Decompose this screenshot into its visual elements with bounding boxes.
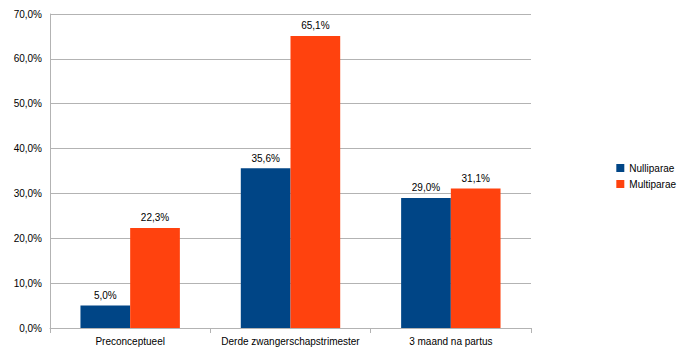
svg-text:31,1%: 31,1% <box>462 173 490 184</box>
svg-text:0,0%: 0,0% <box>19 323 42 334</box>
svg-text:29,0%: 29,0% <box>412 182 440 193</box>
svg-text:60,0%: 60,0% <box>14 53 42 64</box>
svg-text:Multiparae: Multiparae <box>629 179 676 190</box>
svg-text:5,0%: 5,0% <box>94 290 117 301</box>
svg-text:Preconceptueel: Preconceptueel <box>95 336 165 347</box>
svg-text:40,0%: 40,0% <box>14 143 42 154</box>
svg-text:35,6%: 35,6% <box>251 153 279 164</box>
svg-text:20,0%: 20,0% <box>14 233 42 244</box>
svg-text:3 maand na partus: 3 maand na partus <box>409 336 492 347</box>
svg-text:70,0%: 70,0% <box>14 9 42 20</box>
svg-text:50,0%: 50,0% <box>14 98 42 109</box>
svg-text:Nulliparae: Nulliparae <box>629 163 674 174</box>
svg-text:Derde zwangerschapstrimester: Derde zwangerschapstrimester <box>221 336 360 347</box>
svg-text:30,0%: 30,0% <box>14 188 42 199</box>
svg-text:10,0%: 10,0% <box>14 278 42 289</box>
svg-text:22,3%: 22,3% <box>141 212 169 223</box>
svg-text:65,1%: 65,1% <box>301 20 329 31</box>
